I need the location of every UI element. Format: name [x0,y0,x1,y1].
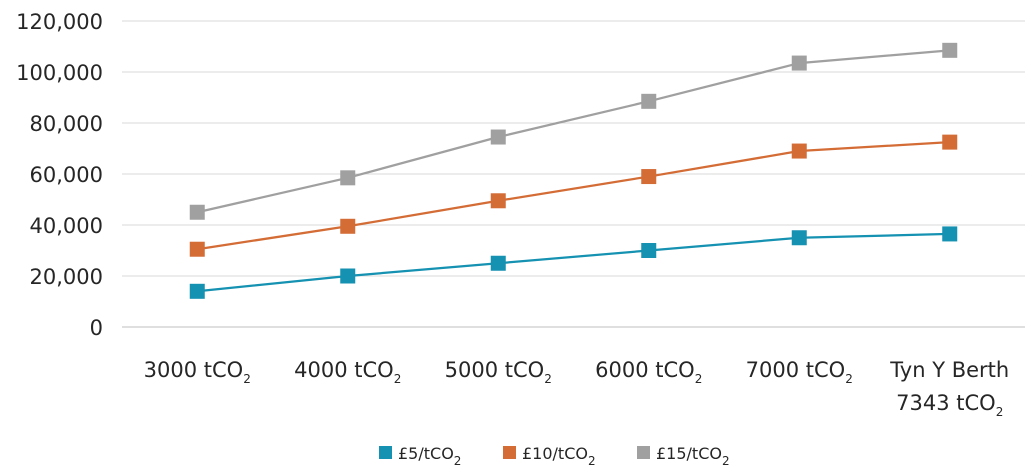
legend-label: £10/tCO2 [522,444,596,468]
data-point-marker [340,170,356,186]
data-point-marker [641,93,657,109]
data-point-marker [340,268,356,284]
x-tick-label: 6000 tCO2 [595,358,702,386]
series-line [197,141,950,251]
legend-label: £5/tCO2 [398,444,461,468]
y-axis: 0 20,000 40,000 60,000 80,000 100,000 120,000 [16,10,103,340]
y-tick-label: 40,000 [30,214,103,238]
x-tick-label-subscript: 2 [695,372,703,386]
data-point-marker [490,193,506,209]
x-tick-label: 5000 tCO2 [445,358,552,386]
data-point-marker [942,226,958,242]
data-point-marker [189,283,205,299]
y-tick-label: 0 [90,316,103,340]
legend-label-text: £15/tCO [656,444,722,463]
legend-label-subscript: 2 [722,454,730,468]
x-tick-label: Tyn Y Berth [889,358,1009,382]
x-tick-label-text: 5000 tCO [445,358,545,382]
data-point-marker [791,230,807,246]
y-tick-label: 120,000 [16,10,103,34]
x-axis: 3000 tCO2 4000 tCO2 5000 tCO2 6000 tCO2 7000… [144,358,1010,419]
x-tick-label-line2-subscript: 2 [996,405,1004,419]
data-point-marker [791,55,807,71]
legend-swatch [379,446,392,459]
legend-label-text: £10/tCO [522,444,588,463]
data-point-marker [942,42,958,58]
data-point-marker [189,204,205,220]
x-tick-label: 7000 tCO2 [746,358,853,386]
gridlines [122,20,1025,328]
series-line [197,232,950,293]
y-tick-label: 20,000 [30,265,103,289]
legend-label: £15/tCO2 [656,444,730,468]
y-tick-label: 80,000 [30,112,103,136]
data-point-marker [942,134,958,150]
legend: £5/tCO2 £10/tCO2 £15/tCO2 [379,444,730,468]
legend-swatch [637,446,650,459]
y-tick-label: 100,000 [16,61,103,85]
legend-label-subscript: 2 [454,454,462,468]
x-tick-label-subscript: 2 [394,372,402,386]
x-tick-label-line2-text: 7343 tCO [896,391,996,415]
x-tick-label-subscript: 2 [243,372,251,386]
data-point-marker [490,129,506,145]
x-tick-label-text: Tyn Y Berth [889,358,1009,382]
x-tick-label-text: 4000 tCO [294,358,394,382]
data-point-marker [189,241,205,257]
data-point-marker [340,218,356,234]
series-line [196,49,950,214]
y-tick-label: 60,000 [30,163,103,187]
x-tick-label-text: 6000 tCO [595,358,695,382]
x-tick-label-text: 7000 tCO [746,358,846,382]
legend-swatch [503,446,516,459]
legend-label-subscript: 2 [588,454,596,468]
legend-label-text: £5/tCO [398,444,454,463]
data-point-marker [641,169,657,185]
data-point-marker [641,243,657,258]
x-tick-label: 3000 tCO2 [144,358,251,386]
data-point-marker [490,255,506,271]
series-group [189,42,958,299]
x-tick-label-line2: 7343 tCO2 [896,391,1003,419]
data-point-marker [791,143,807,159]
x-tick-label-subscript: 2 [544,372,552,386]
x-tick-label-subscript: 2 [845,372,853,386]
x-tick-label: 4000 tCO2 [294,358,401,386]
x-tick-label-text: 3000 tCO [144,358,244,382]
